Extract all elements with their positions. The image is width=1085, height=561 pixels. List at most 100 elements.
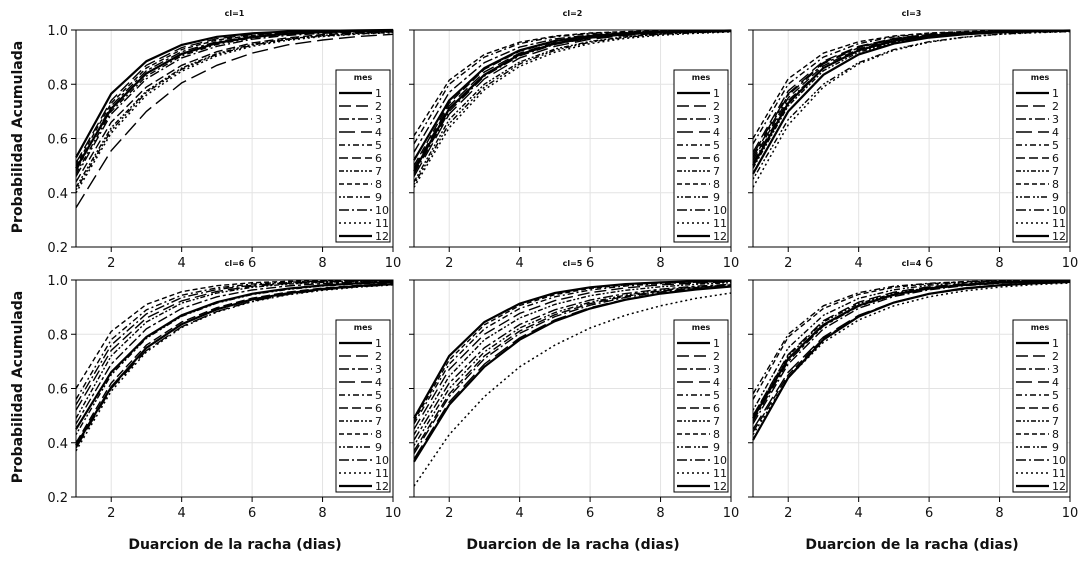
legend-label: 6 bbox=[1052, 402, 1059, 415]
legend-box bbox=[673, 69, 729, 243]
legend-label: 5 bbox=[1052, 139, 1059, 152]
legend-label: 1 bbox=[713, 337, 720, 350]
x-tick-label: 8 bbox=[318, 256, 326, 271]
y-tick-label: 0.6 bbox=[47, 133, 68, 148]
panels-layer: cl=12 4 6 8 100.20.40.60.81.0mes123456789101… bbox=[47, 9, 1078, 521]
legend-label: 7 bbox=[713, 165, 720, 178]
legend-label: 6 bbox=[1052, 152, 1059, 165]
y-axis-title-row-2: Probabilidad Acumulada bbox=[10, 291, 26, 483]
legend-label: 6 bbox=[713, 152, 720, 165]
x-tick-label: 8 bbox=[318, 506, 326, 521]
series-line-mes-11 bbox=[75, 31, 394, 194]
y-tick-label: 0.6 bbox=[47, 383, 68, 398]
legend-label: 2 bbox=[375, 350, 382, 363]
legend-title: mes bbox=[354, 73, 373, 82]
x-tick-label: 2 bbox=[784, 506, 792, 521]
x-tick-label: 10 bbox=[1062, 256, 1079, 271]
series-line-mes-11 bbox=[413, 31, 732, 188]
x-tick-label: 10 bbox=[723, 506, 740, 521]
legend-label: 7 bbox=[1052, 415, 1059, 428]
legend-label: 8 bbox=[375, 178, 382, 191]
series-line-mes-11 bbox=[752, 30, 1071, 188]
x-axis-title-col-2: Duarcion de la racha (dias) bbox=[466, 537, 679, 553]
x-tick-label: 4 bbox=[516, 506, 524, 521]
series-line-mes-8 bbox=[752, 29, 1071, 139]
series-line-mes-12 bbox=[413, 285, 732, 463]
x-tick-label: 6 bbox=[248, 256, 256, 271]
legend-title: mes bbox=[692, 323, 711, 332]
legend-label: 12 bbox=[1052, 230, 1066, 243]
legend-label: 4 bbox=[375, 126, 382, 139]
series-line-mes-8 bbox=[413, 280, 732, 422]
legend-label: 12 bbox=[713, 480, 727, 493]
panel-title: cl=4 bbox=[902, 259, 922, 268]
panel-title: cl=5 bbox=[563, 259, 583, 268]
legend-label: 10 bbox=[713, 454, 727, 467]
legend-label: 11 bbox=[713, 217, 727, 230]
panel-1: cl=12 4 6 8 100.20.40.60.81.0mes123456789101… bbox=[47, 9, 401, 271]
legend-label: 4 bbox=[375, 376, 382, 389]
legend-label: 5 bbox=[713, 389, 720, 402]
legend-label: 8 bbox=[713, 428, 720, 441]
legend-label: 6 bbox=[713, 402, 720, 415]
series-line-mes-2 bbox=[75, 29, 394, 164]
series-line-mes-3 bbox=[75, 280, 394, 425]
x-tick-label: 6 bbox=[586, 506, 594, 521]
legend-label: 2 bbox=[713, 350, 720, 363]
legend-title: mes bbox=[692, 73, 711, 82]
legend-label: 12 bbox=[375, 230, 389, 243]
legend-title: mes bbox=[1031, 323, 1050, 332]
legend-label: 3 bbox=[375, 113, 382, 126]
y-axis-title-row-1: Probabilidad Acumulada bbox=[10, 41, 26, 233]
legend-label: 1 bbox=[375, 87, 382, 100]
series-line-mes-10 bbox=[75, 30, 394, 177]
x-tick-label: 4 bbox=[855, 256, 863, 271]
legend-label: 3 bbox=[1052, 363, 1059, 376]
legend-label: 4 bbox=[713, 376, 720, 389]
panel-title: cl=1 bbox=[225, 9, 245, 18]
series-line-mes-3 bbox=[413, 283, 732, 441]
legend-label: 2 bbox=[1052, 100, 1059, 113]
x-tick-label: 6 bbox=[248, 506, 256, 521]
legend-label: 5 bbox=[713, 139, 720, 152]
x-tick-label: 10 bbox=[723, 256, 740, 271]
legend-label: 2 bbox=[713, 100, 720, 113]
y-tick-label: 0.8 bbox=[47, 328, 68, 343]
legend-label: 4 bbox=[713, 126, 720, 139]
series-line-mes-2 bbox=[413, 281, 732, 430]
series-line-mes-11 bbox=[75, 284, 394, 452]
x-tick-label: 6 bbox=[586, 256, 594, 271]
y-tick-label: 1.0 bbox=[47, 274, 68, 289]
series-line-mes-9 bbox=[75, 281, 394, 435]
legend-label: 8 bbox=[375, 428, 382, 441]
legend-label: 5 bbox=[375, 389, 382, 402]
series-line-mes-12 bbox=[752, 280, 1071, 419]
series-line-mes-9 bbox=[413, 30, 732, 185]
legend-label: 1 bbox=[1052, 87, 1059, 100]
x-tick-label: 8 bbox=[656, 506, 664, 521]
legend-label: 9 bbox=[713, 441, 720, 454]
x-tick-label: 2 bbox=[445, 506, 453, 521]
legend-label: 10 bbox=[375, 204, 389, 217]
legend-label: 7 bbox=[375, 415, 382, 428]
y-tick-label: 0.2 bbox=[47, 241, 68, 256]
legend-label: 11 bbox=[1052, 217, 1066, 230]
legend-label: 11 bbox=[375, 467, 389, 480]
x-tick-label: 2 bbox=[107, 506, 115, 521]
x-tick-label: 2 bbox=[445, 256, 453, 271]
x-tick-label: 4 bbox=[855, 506, 863, 521]
y-tick-label: 0.4 bbox=[47, 437, 68, 452]
legend-label: 8 bbox=[1052, 428, 1059, 441]
x-tick-label: 2 bbox=[107, 256, 115, 271]
legend-label: 8 bbox=[1052, 178, 1059, 191]
series-line-mes-10 bbox=[413, 285, 732, 454]
legend-label: 7 bbox=[1052, 165, 1059, 178]
legend-label: 7 bbox=[375, 165, 382, 178]
series-line-mes-10 bbox=[75, 279, 394, 406]
